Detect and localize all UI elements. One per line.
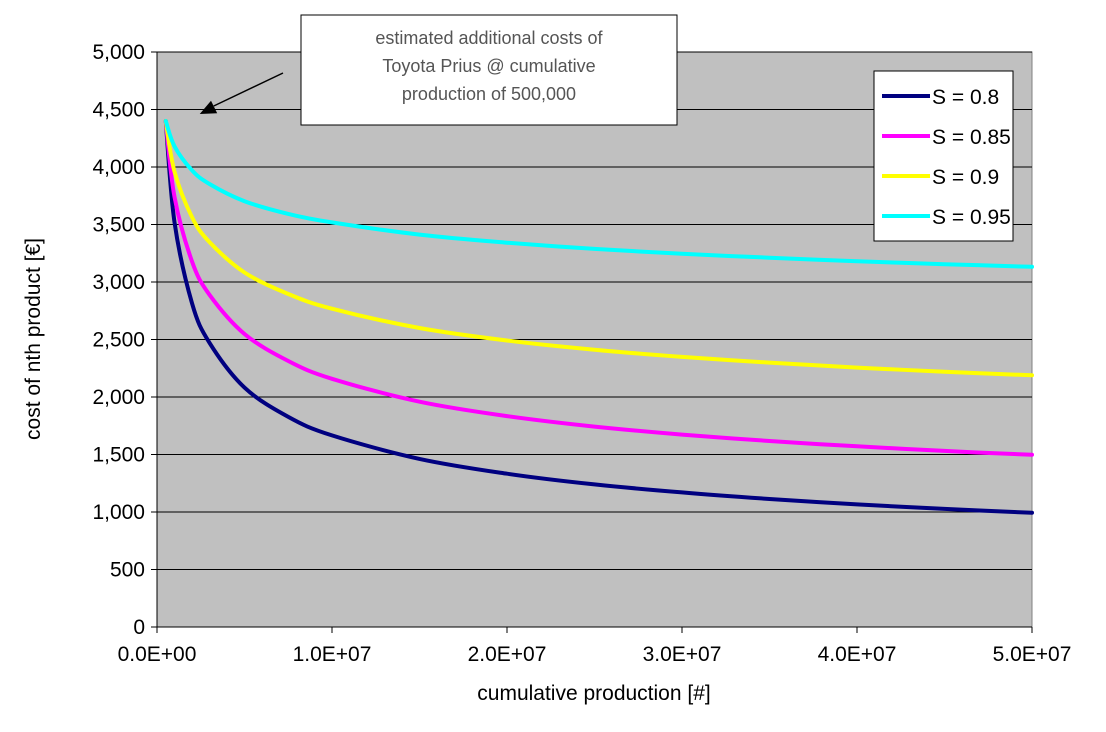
y-tick-label: 1,000 (92, 501, 145, 524)
annotation-box (300, 14, 678, 126)
annotation-arrow-head (199, 100, 218, 114)
annotation-text-line: production of 500,000 (402, 84, 576, 104)
y-tick-label: 3,000 (92, 271, 145, 294)
y-tick-label: 1,500 (92, 444, 145, 467)
series-line (163, 119, 1034, 457)
annotation-text-line: estimated additional costs of (375, 28, 603, 48)
legend-label: S = 0.95 (932, 206, 1011, 229)
annotation: estimated additional costs of Toyota Pri… (199, 14, 678, 126)
series-lines (163, 119, 1034, 515)
y-tick-label: 3,500 (92, 214, 145, 237)
x-tick-label: 4.0E+07 (818, 643, 897, 666)
y-axis-title: cost of nth product [€] (22, 238, 45, 440)
annotation-arrow (199, 72, 284, 114)
annotation-text-line: Toyota Prius @ cumulative (382, 56, 595, 76)
legend-label: S = 0.9 (932, 166, 999, 189)
x-tick-label: 5.0E+07 (993, 643, 1072, 666)
legend-items: S = 0.8 S = 0.85 S = 0.9 S = 0.95 (882, 86, 1011, 229)
y-tick-label: 5,000 (92, 41, 145, 64)
legend-label: S = 0.8 (932, 86, 999, 109)
x-tick-label: 2.0E+07 (468, 643, 547, 666)
x-tick-label: 3.0E+07 (643, 643, 722, 666)
y-tick-label: 2,000 (92, 386, 145, 409)
x-axis-title: cumulative production [#] (477, 682, 710, 705)
legend-box (873, 70, 1014, 242)
series-line (163, 119, 1034, 515)
x-tick-label: 0.0E+00 (118, 643, 197, 666)
series-line (163, 119, 1034, 269)
y-tick-label: 2,500 (92, 329, 145, 352)
y-tick-label: 4,500 (92, 99, 145, 122)
legend-label: S = 0.85 (932, 126, 1011, 149)
y-tick-label: 500 (110, 559, 145, 582)
y-tick-label: 4,000 (92, 156, 145, 179)
x-axis-ticks: 0.0E+00 1.0E+07 2.0E+07 3.0E+07 4.0E+07 5.0E+… (118, 627, 1072, 666)
annotation-arrow-line (213, 72, 284, 107)
x-tick-label: 1.0E+07 (293, 643, 372, 666)
y-axis-ticks: 0 500 1,000 1,500 2,000 2,500 3,000 3,500 4,000 4… (92, 41, 157, 639)
series-line (163, 119, 1034, 378)
y-tick-label: 0 (133, 616, 145, 639)
legend: S = 0.8 S = 0.85 S = 0.9 S = 0.95 (873, 70, 1014, 242)
